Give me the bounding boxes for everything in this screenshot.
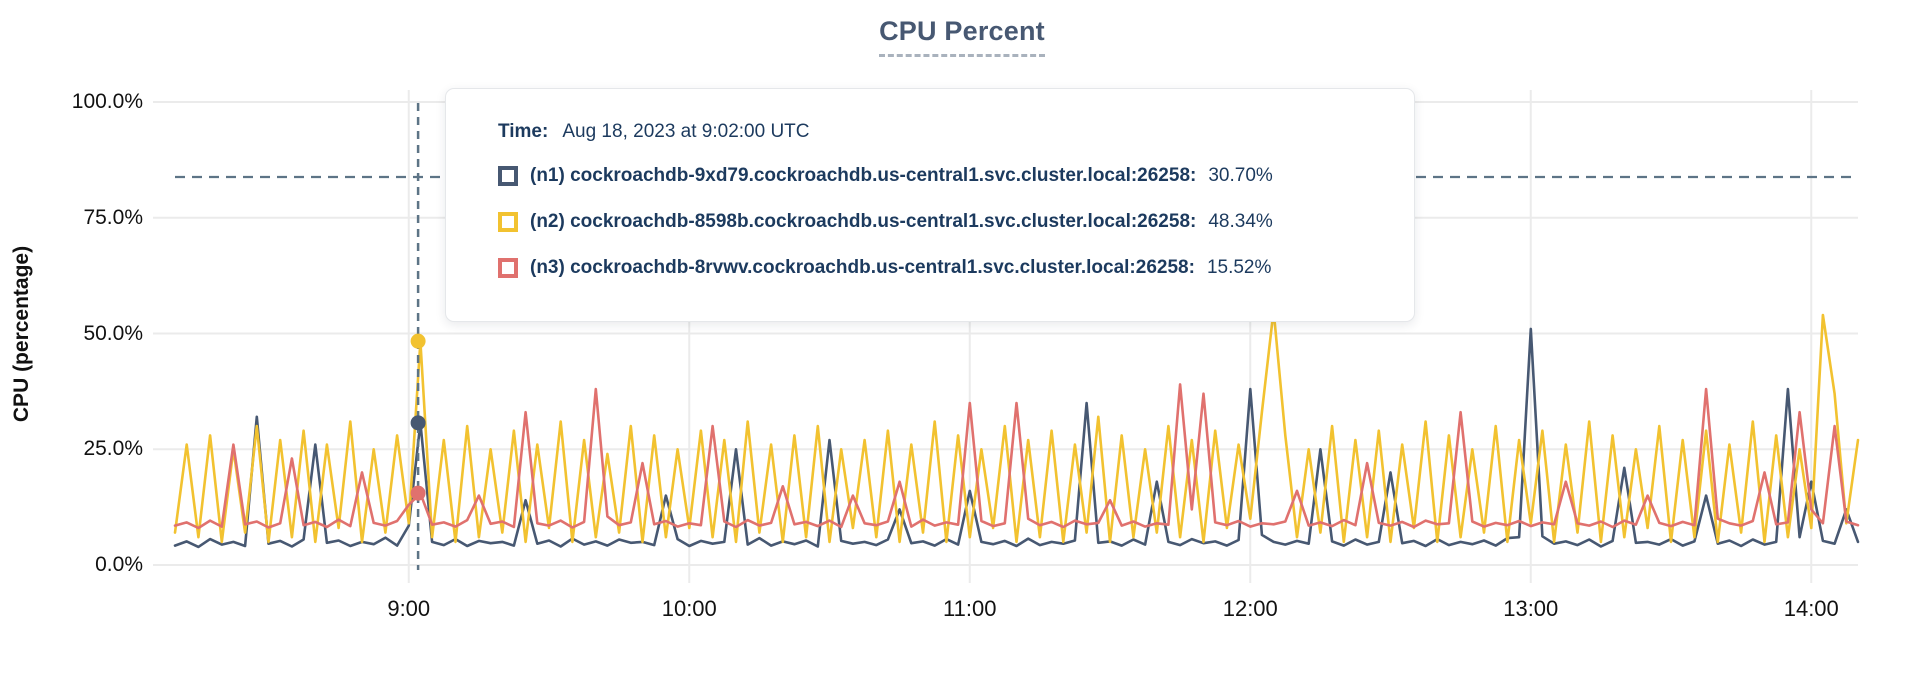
tooltip-time-label: Time: <box>498 121 549 142</box>
y-tick-label: 25.0% <box>83 437 143 461</box>
tooltip-series-row-n3: (n3) cockroachdb-8rvwv.cockroachdb.us-ce… <box>498 257 1414 279</box>
series-n3-swatch-icon <box>498 258 518 278</box>
tooltip-series-row-n2: (n2) cockroachdb-8598b.cockroachdb.us-ce… <box>498 211 1414 233</box>
hover-point-n1 <box>410 415 426 431</box>
tooltip-time-row: Time: Aug 18, 2023 at 9:02:00 UTC <box>498 121 1414 143</box>
tooltip-series-label: (n3) cockroachdb-8rvwv.cockroachdb.us-ce… <box>530 257 1195 278</box>
x-tick-label: 10:00 <box>661 596 717 621</box>
hover-point-n2 <box>410 333 426 349</box>
tooltip-time-value: Aug 18, 2023 at 9:02:00 UTC <box>562 121 810 142</box>
tooltip-series-label: (n1) cockroachdb-9xd79.cockroachdb.us-ce… <box>530 165 1197 186</box>
tooltip-series-label: (n2) cockroachdb-8598b.cockroachdb.us-ce… <box>530 211 1197 232</box>
x-tick-label: 14:00 <box>1783 596 1839 621</box>
tooltip-series-value: 15.52% <box>1206 257 1272 278</box>
y-tick-label: 0.0% <box>95 553 143 576</box>
y-tick-label: 75.0% <box>83 205 143 229</box>
y-tick-label: 100.0% <box>71 90 143 113</box>
y-axis-label: CPU (percentage) <box>10 245 33 423</box>
series-n1-swatch-icon <box>498 166 518 186</box>
series-n2-swatch-icon <box>498 212 518 232</box>
tooltip-series-row-n1: (n1) cockroachdb-9xd79.cockroachdb.us-ce… <box>498 165 1414 187</box>
chart-title[interactable]: CPU Percent <box>879 16 1045 57</box>
series-line-n2 <box>173 308 1860 544</box>
series-line-n3 <box>173 383 1860 530</box>
tooltip-series-value: 48.34% <box>1208 211 1273 232</box>
tooltip-series-value: 30.70% <box>1208 165 1273 186</box>
x-tick-label: 13:00 <box>1503 596 1559 621</box>
x-tick-label: 11:00 <box>943 596 997 621</box>
x-tick-label: 9:00 <box>387 596 431 621</box>
y-tick-label: 50.0% <box>83 321 143 345</box>
hover-tooltip: Time: Aug 18, 2023 at 9:02:00 UTC (n1) co… <box>445 88 1415 322</box>
hover-point-n3 <box>410 485 426 501</box>
x-tick-label: 12:00 <box>1222 596 1278 621</box>
